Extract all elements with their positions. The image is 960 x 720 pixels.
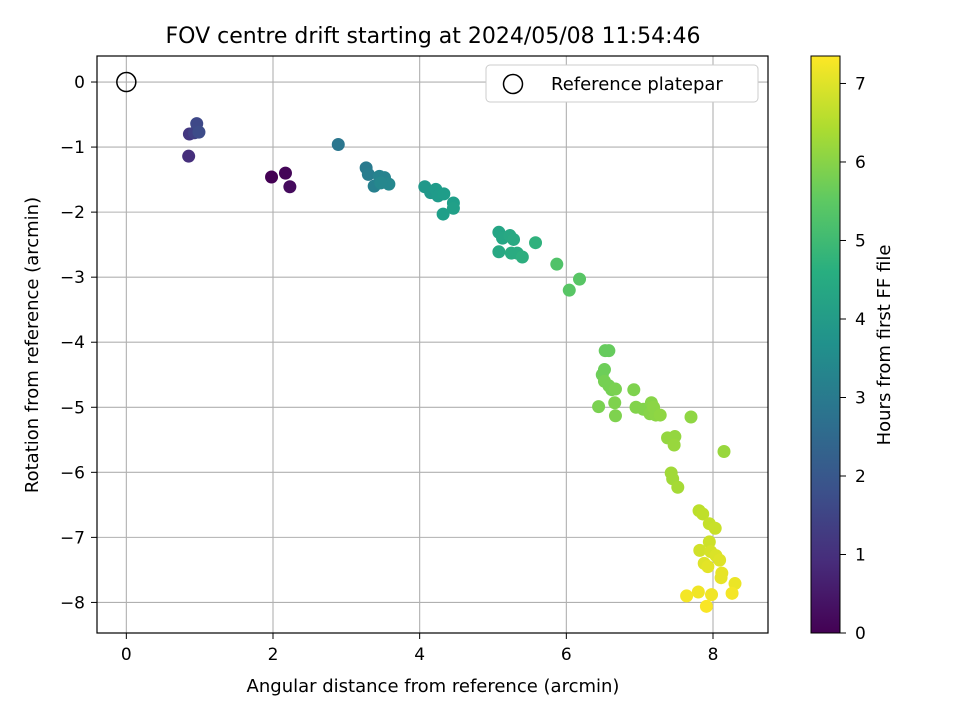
y-tick-label: −6 <box>60 463 85 483</box>
x-axis-ticks: 0 2 4 6 8 <box>121 633 718 665</box>
data-point <box>562 283 576 297</box>
data-point <box>714 571 728 585</box>
x-tick-label: 0 <box>121 645 132 665</box>
reference-marker <box>116 71 137 93</box>
y-tick-label: −4 <box>60 333 85 353</box>
data-point <box>602 344 616 358</box>
x-tick-label: 4 <box>414 645 425 665</box>
data-point <box>515 250 529 264</box>
y-tick-label: −2 <box>60 203 85 223</box>
x-tick-label: 2 <box>268 645 279 665</box>
x-tick-label: 6 <box>561 645 572 665</box>
data-point <box>283 180 297 194</box>
legend-marker-icon <box>502 73 524 95</box>
colorbar-tick-label: 1 <box>855 545 866 565</box>
data-point <box>699 599 713 613</box>
data-point <box>361 167 375 181</box>
chart-title: FOV centre drift starting at 2024/05/08 … <box>166 24 701 49</box>
legend-entry: Reference platepar <box>551 74 723 95</box>
data-point <box>446 201 460 215</box>
data-point <box>492 245 506 259</box>
colorbar-tick-label: 0 <box>855 624 866 644</box>
data-point <box>693 543 707 557</box>
colorbar-tick-label: 3 <box>855 388 866 408</box>
data-point <box>374 176 388 190</box>
data-point <box>728 577 742 591</box>
colorbar-frame <box>810 55 841 634</box>
x-axis-label: Angular distance from reference (arcmin) <box>247 676 620 697</box>
data-point <box>667 438 681 452</box>
y-tick-label: −5 <box>60 398 85 418</box>
colorbar-tick-label: 5 <box>855 231 866 251</box>
y-tick-label: 0 <box>74 73 85 93</box>
data-point <box>529 236 543 250</box>
data-point <box>278 166 292 180</box>
data-point <box>265 170 279 184</box>
y-axis-label: Rotation from reference (arcmin) <box>22 197 43 493</box>
y-tick-label: −3 <box>60 268 85 288</box>
data-point <box>573 272 587 286</box>
colorbar-ticks: 0 1 2 3 4 5 6 7 <box>840 74 866 644</box>
data-point <box>436 207 450 221</box>
colorbar-tick-label: 4 <box>855 310 866 330</box>
data-point <box>608 409 622 423</box>
data-point <box>653 408 667 422</box>
y-tick-label: −7 <box>60 528 85 548</box>
data-point <box>696 507 710 521</box>
plot-frame <box>96 55 769 634</box>
data-point <box>608 396 622 410</box>
data-point <box>592 400 606 414</box>
data-point <box>708 521 722 535</box>
y-axis-ticks: 0 −1 −2 −3 −4 −5 −6 −7 −8 <box>60 73 97 613</box>
y-tick-label: −8 <box>60 593 85 613</box>
data-point <box>507 232 521 246</box>
data-point <box>717 445 731 459</box>
data-point <box>627 383 641 397</box>
data-point <box>182 149 196 163</box>
y-tick-label: −1 <box>60 138 85 158</box>
data-points <box>182 117 742 613</box>
legend: Reference platepar <box>485 64 759 103</box>
grid-lines <box>97 56 768 633</box>
data-point <box>702 535 716 549</box>
data-point <box>691 585 705 599</box>
colorbar-tick-label: 2 <box>855 467 866 487</box>
colorbar-tick-label: 7 <box>855 74 866 94</box>
data-point <box>713 553 727 567</box>
data-point <box>705 588 719 602</box>
data-point <box>680 589 694 603</box>
data-point <box>608 382 622 396</box>
data-point <box>701 560 715 574</box>
legend-box <box>485 64 759 103</box>
colorbar-tick-label: 6 <box>855 153 866 173</box>
data-point <box>684 410 698 424</box>
data-point <box>331 137 345 151</box>
colorbar-label: Hours from first FF file <box>874 245 895 446</box>
colorbar <box>811 56 840 633</box>
data-point <box>671 480 685 494</box>
data-point <box>550 257 564 271</box>
data-point <box>192 125 206 139</box>
x-tick-label: 8 <box>708 645 719 665</box>
data-point <box>437 187 451 201</box>
data-point <box>725 586 739 600</box>
